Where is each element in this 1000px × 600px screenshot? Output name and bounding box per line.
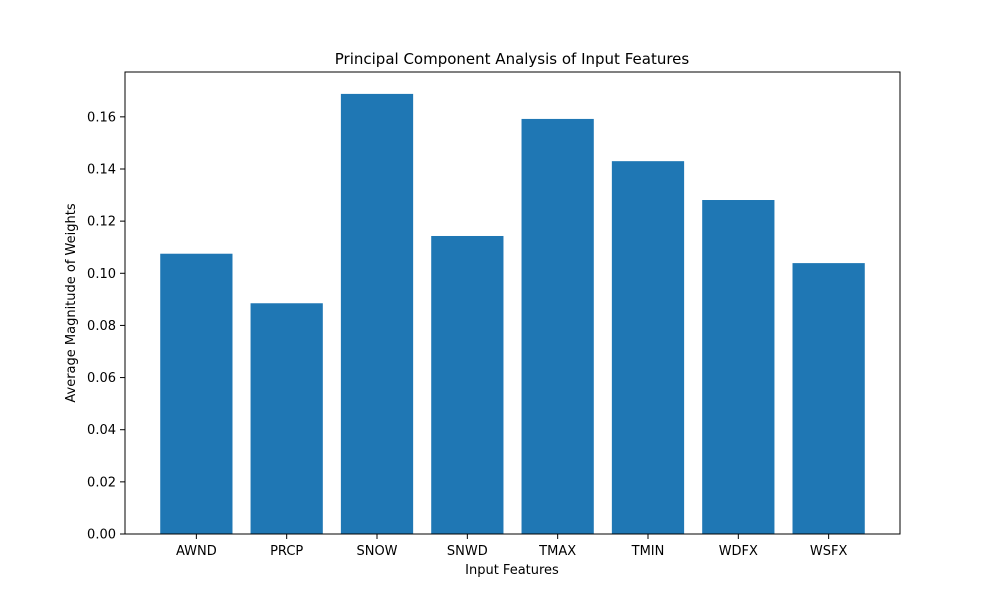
y-tick-label: 0.04	[87, 423, 116, 438]
y-tick-label: 0.06	[87, 371, 116, 386]
x-axis-ticks: AWND PRCP SNOW SNWD TMAX TMIN WDFX WSFX	[176, 534, 848, 559]
y-tick-label: 0.02	[87, 475, 116, 490]
bar-tmax	[521, 118, 594, 535]
y-tick-label: 0.10	[87, 267, 116, 282]
axes-layer	[124, 71, 901, 535]
bar-awnd	[160, 253, 233, 534]
x-tick-label: TMAX	[538, 544, 576, 559]
chart-title: Principal Component Analysis of Input Fe…	[335, 50, 690, 68]
bar-tmin	[611, 161, 685, 535]
bar-prcp	[250, 303, 323, 534]
x-tick-label: WSFX	[810, 544, 848, 559]
bar-wdfx	[702, 200, 775, 534]
x-axis-label: Input Features	[465, 563, 559, 578]
bar-snwd	[431, 235, 504, 535]
y-tick-label: 0.16	[87, 110, 116, 125]
y-axis-ticks: 0.00 0.02 0.04 0.06 0.08 0.10 0.12 0.14 0.16	[87, 110, 125, 543]
y-axis-label: Average Magnitude of Weights	[64, 203, 79, 402]
x-tick-label: SNWD	[447, 544, 488, 559]
y-tick-label: 0.08	[87, 319, 116, 334]
x-tick-label: TMIN	[631, 544, 665, 559]
x-tick-label: AWND	[176, 544, 217, 559]
bars-layer	[160, 93, 865, 535]
bar-snow	[340, 93, 414, 535]
y-tick-label: 0.00	[87, 528, 116, 543]
plot-frame	[124, 71, 901, 535]
x-tick-label: PRCP	[270, 544, 303, 559]
y-tick-label: 0.14	[87, 162, 116, 177]
x-tick-label: SNOW	[356, 544, 397, 559]
bar-wsfx	[792, 263, 865, 534]
y-tick-label: 0.12	[87, 215, 116, 230]
x-tick-label: WDFX	[719, 544, 758, 559]
